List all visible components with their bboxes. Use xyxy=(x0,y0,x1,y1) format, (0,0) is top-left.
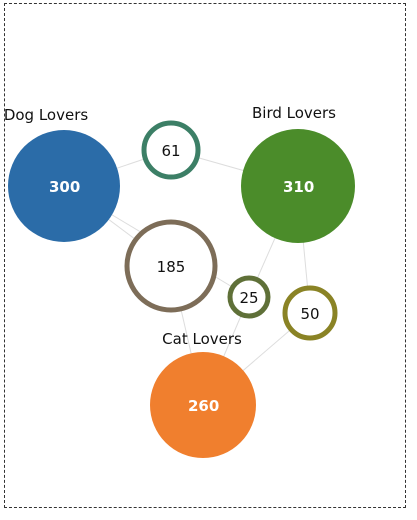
overlap-node-dog-cat: 185 xyxy=(124,219,218,313)
overlap-circle-bird-cat xyxy=(282,285,338,341)
set-label-bird: Bird Lovers xyxy=(252,104,336,122)
overlap-circle-all xyxy=(227,275,271,319)
set-label-cat: Cat Lovers xyxy=(162,330,242,348)
overlap-circle-dog-bird xyxy=(141,120,201,180)
set-node-dog: 300 Dog Lovers xyxy=(4,106,120,242)
set-node-bird: 310 Bird Lovers xyxy=(241,104,355,243)
set-circle-dog xyxy=(8,130,120,242)
set-node-cat: 260 Cat Lovers xyxy=(150,330,256,458)
overlap-value-all: 25 xyxy=(239,289,258,307)
set-circle-bird xyxy=(241,129,355,243)
overlap-value-dog-cat: 185 xyxy=(157,258,186,276)
set-label-dog: Dog Lovers xyxy=(4,106,89,124)
overlap-value-dog-bird: 61 xyxy=(161,142,180,160)
overlap-node-bird-cat: 50 xyxy=(282,285,338,341)
diagram-frame xyxy=(4,3,406,508)
overlap-value-bird-cat: 50 xyxy=(300,305,319,323)
set-value-dog: 300 xyxy=(49,178,80,196)
set-value-bird: 310 xyxy=(283,178,314,196)
set-value-cat: 260 xyxy=(188,397,219,415)
node-layer: 300 Dog Lovers 310 Bird Lovers 260 Cat Lovers… xyxy=(4,104,355,458)
overlap-node-dog-bird: 61 xyxy=(141,120,201,180)
set-circle-cat xyxy=(150,352,256,458)
overlap-node-all: 25 xyxy=(227,275,271,319)
overlap-circle-dog-cat xyxy=(124,219,218,313)
